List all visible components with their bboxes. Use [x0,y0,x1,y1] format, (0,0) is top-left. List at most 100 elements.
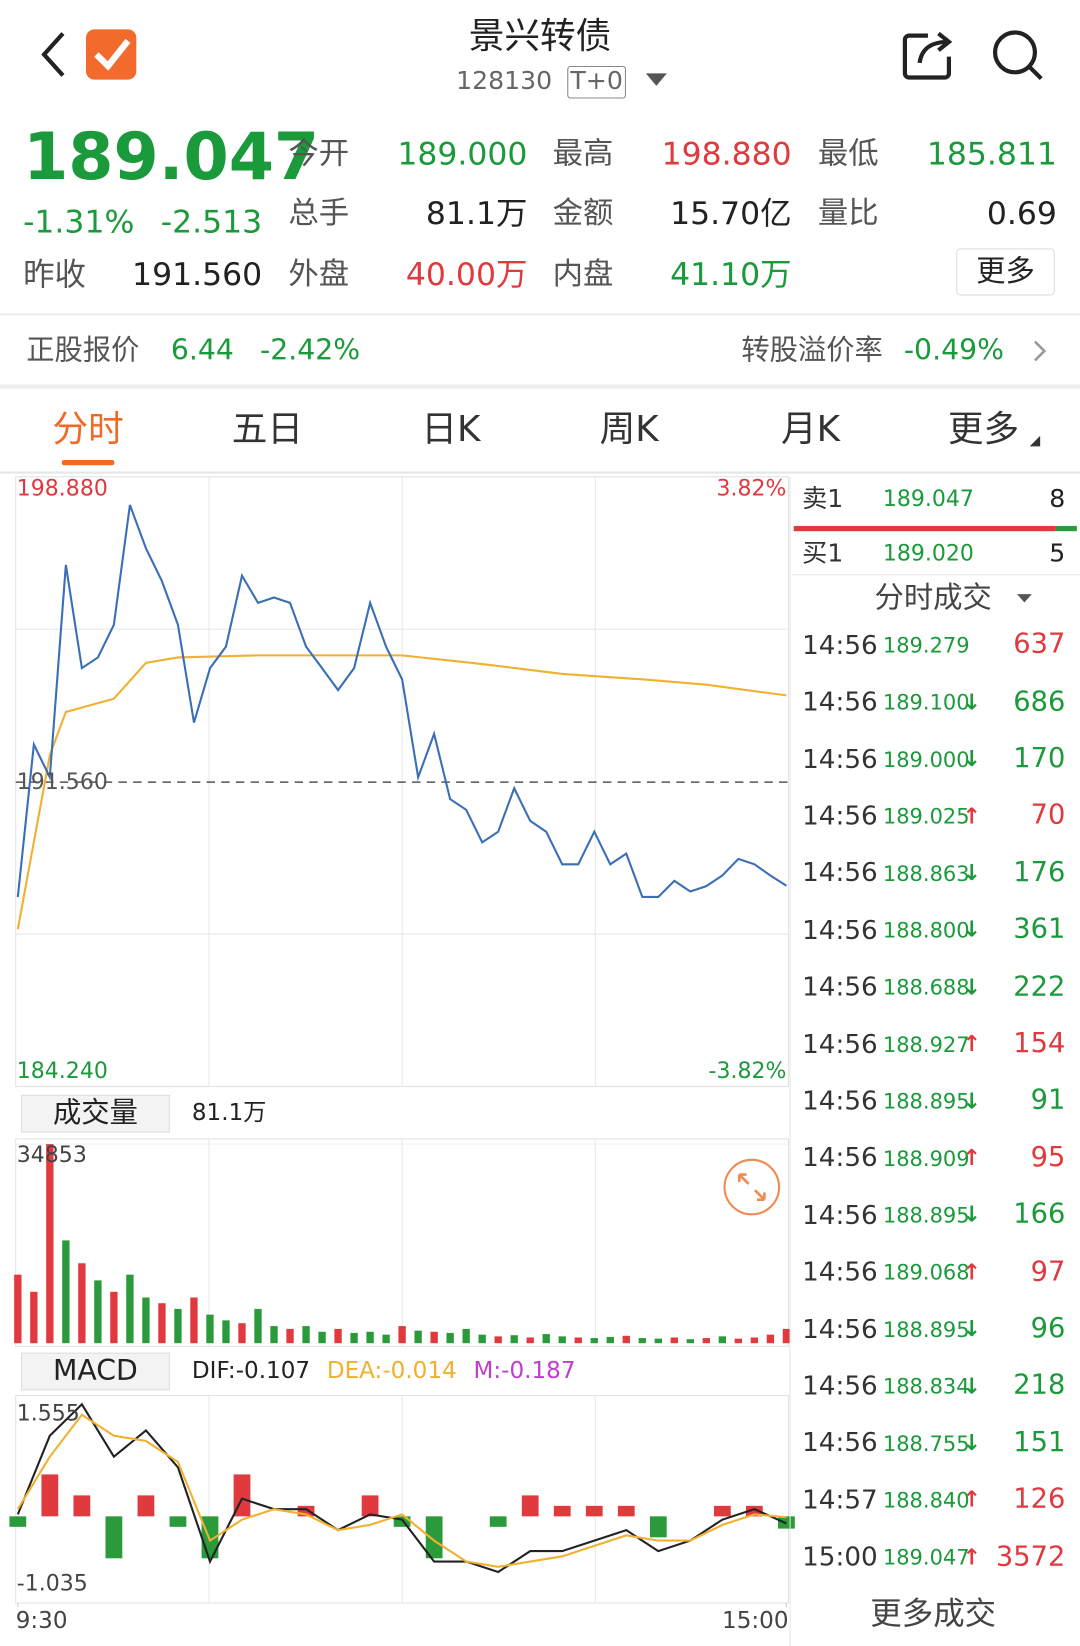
panel-title[interactable]: MACD [52,1355,138,1388]
nav-icons [41,29,137,80]
trade-price: 189.068 [882,1259,970,1285]
trade-direction: ↓ [962,689,982,715]
y-tick-label: 1.555 [16,1401,80,1427]
divider [0,471,1080,474]
order-label: 卖1 [802,484,844,514]
chevron[interactable] [1030,337,1051,364]
volume-bar [398,1326,406,1344]
order-price: 189.047 [882,486,974,512]
field-value: 198.880 [661,135,792,173]
trade-direction: ↓ [962,860,982,886]
prev-close-label: 昨收 [23,256,86,293]
macd-bar [425,1516,443,1559]
stock-label: 正股报价 [26,334,140,368]
trade-direction: ↑ [962,1487,982,1513]
macd-bar [649,1516,667,1538]
trade-price: 189.000 [882,746,970,772]
share-button[interactable] [902,31,953,80]
trade-volume: 222 [1013,970,1066,1003]
macd-bar [393,1516,411,1527]
volume-bar [334,1328,342,1344]
app-icon [85,29,137,80]
trade-volume: 97 [1030,1255,1066,1288]
line [16,504,787,899]
volume-bar [350,1332,358,1344]
trade-volume: 166 [1013,1198,1066,1231]
legend-item: M:-0.187 [473,1357,576,1384]
macd-bar [9,1516,27,1527]
tab[interactable]: 日K [421,408,481,451]
trades-title[interactable]: 分时成交 [874,580,992,615]
y-tick-label: 184.240 [16,1058,108,1084]
volume-bar [574,1337,582,1344]
trade-direction: ↓ [962,746,982,772]
field-label: 内盘 [552,255,614,292]
trade-price: 189.100 [882,689,970,715]
trade-price: 188.840 [882,1487,970,1513]
volume-bar [78,1263,86,1344]
stock-price: 6.44 [170,334,234,368]
legend-item: DIF:-0.107 [191,1357,311,1384]
search-button[interactable] [992,30,1043,81]
more-trades[interactable]: 更多成交 [870,1595,997,1632]
trade-time: 14:56 [802,857,878,888]
volume-bar [766,1334,775,1344]
macd-bar [713,1505,731,1517]
trade-price: 188.688 [882,974,970,1000]
volume-bar [110,1291,118,1344]
volume-bar [430,1331,438,1344]
trade-volume: 686 [1013,685,1066,718]
trade-time: 14:56 [802,1199,878,1230]
prev-close: 191.560 [132,256,263,293]
y-tick-label: 191.560 [16,768,108,795]
bid-ask-bar-buy [1055,525,1077,532]
volume-bar [638,1338,646,1344]
volume-bar [446,1332,454,1344]
tab[interactable]: 更多 [947,408,1020,451]
trade-price: 188.863 [882,860,970,886]
volume-bar [62,1240,70,1344]
volume-bar [606,1336,614,1344]
trade-direction: ↑ [962,1031,982,1057]
volume-bar [174,1308,182,1344]
y-tick-label: 34853 [16,1142,87,1168]
trade-price: 188.834 [882,1373,970,1399]
more-button[interactable] [956,248,1055,296]
trade-price: 188.895 [882,1316,970,1342]
tab[interactable]: 五日 [231,408,304,451]
more-button-label[interactable]: 更多 [976,253,1035,288]
volume-bar [414,1330,422,1344]
volume-bar [126,1274,134,1344]
panel-frame [15,476,790,1088]
panel-header-button[interactable] [20,1094,170,1133]
back-button[interactable] [41,32,65,77]
trade-price: 188.755 [882,1430,970,1456]
macd-bar [361,1495,379,1517]
volume-bar [494,1336,502,1344]
trade-time: 14:56 [802,743,878,774]
volume-bar [734,1338,743,1344]
macd-bar [297,1505,315,1517]
trade-volume: 91 [1030,1084,1066,1117]
tab[interactable]: 月K [780,408,841,451]
dropdown-arrow[interactable] [642,69,673,92]
volume-bar [702,1338,711,1344]
expand-button[interactable] [721,1157,784,1220]
title: 景兴转债 [468,15,612,58]
panel-title[interactable]: 成交量 [52,1097,138,1130]
macd-bar [745,1505,763,1517]
tab[interactable]: 分时 [52,408,124,451]
volume-bar [238,1323,246,1344]
panel-header-button[interactable] [20,1352,170,1391]
panel-frame [15,1395,790,1604]
trade-time: 14:56 [802,1085,878,1116]
volume-bar [366,1331,374,1344]
tab[interactable]: 周K [599,408,659,451]
volume-bar [382,1334,390,1344]
x-tick-label: 9:30 [15,1607,68,1635]
trade-direction: ↓ [962,1202,982,1228]
trade-time: 14:56 [802,629,878,660]
volume-bar [46,1144,54,1344]
panel-subtitle: 81.1万 [191,1099,267,1126]
